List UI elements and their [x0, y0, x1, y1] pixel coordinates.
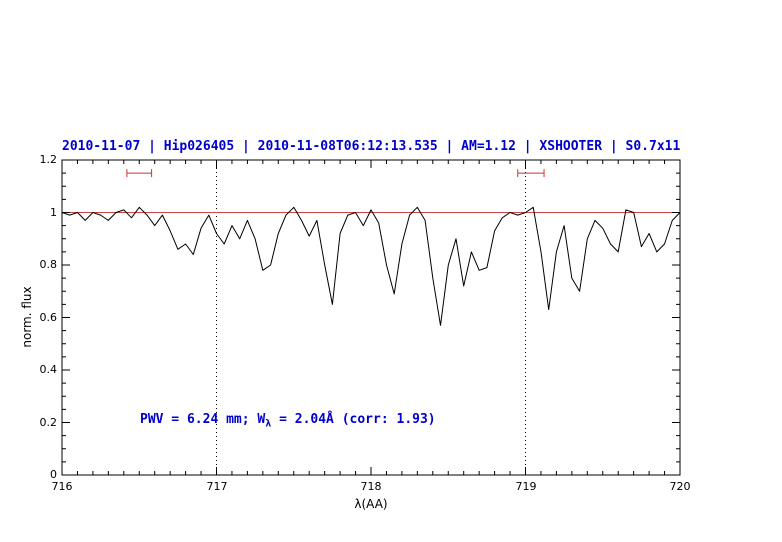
y-tick-label-1: 1	[50, 206, 57, 219]
plot-title: 2010-11-07 | Hip026405 | 2010-11-08T06:1…	[62, 139, 681, 154]
annotation-prefix: PWV = 6.24 mm; W	[140, 412, 266, 427]
plot-frame	[61, 159, 681, 476]
annotation-lambda-subscript: λ	[265, 418, 272, 430]
y-tick-label-0-2: 0.2	[39, 416, 58, 429]
annotation-suffix: = 2.04Å (corr: 1.93)	[271, 412, 436, 427]
y-tick-label-0-4: 0.4	[39, 363, 58, 376]
x-tick-label-720: 720	[669, 480, 691, 493]
y-tick-label-1-2: 1.2	[39, 153, 58, 166]
annotation-pwv: PWV = 6.24 mm; Wλ = 2.04Å (corr: 1.93)	[140, 412, 436, 430]
x-tick-label-719: 719	[515, 480, 537, 493]
x-tick-label-716: 716	[51, 480, 73, 493]
y-tick-label-0-6: 0.6	[39, 311, 58, 324]
y-tick-label-0: 0	[50, 468, 57, 481]
spectrum-line	[61, 206, 681, 326]
plot-layer	[61, 159, 681, 476]
x-tick-label-718: 718	[360, 480, 382, 493]
y-tick-label-0-8: 0.8	[39, 258, 58, 271]
x-tick-label-717: 717	[206, 480, 228, 493]
x-axis-label: λ(AA)	[354, 497, 388, 511]
